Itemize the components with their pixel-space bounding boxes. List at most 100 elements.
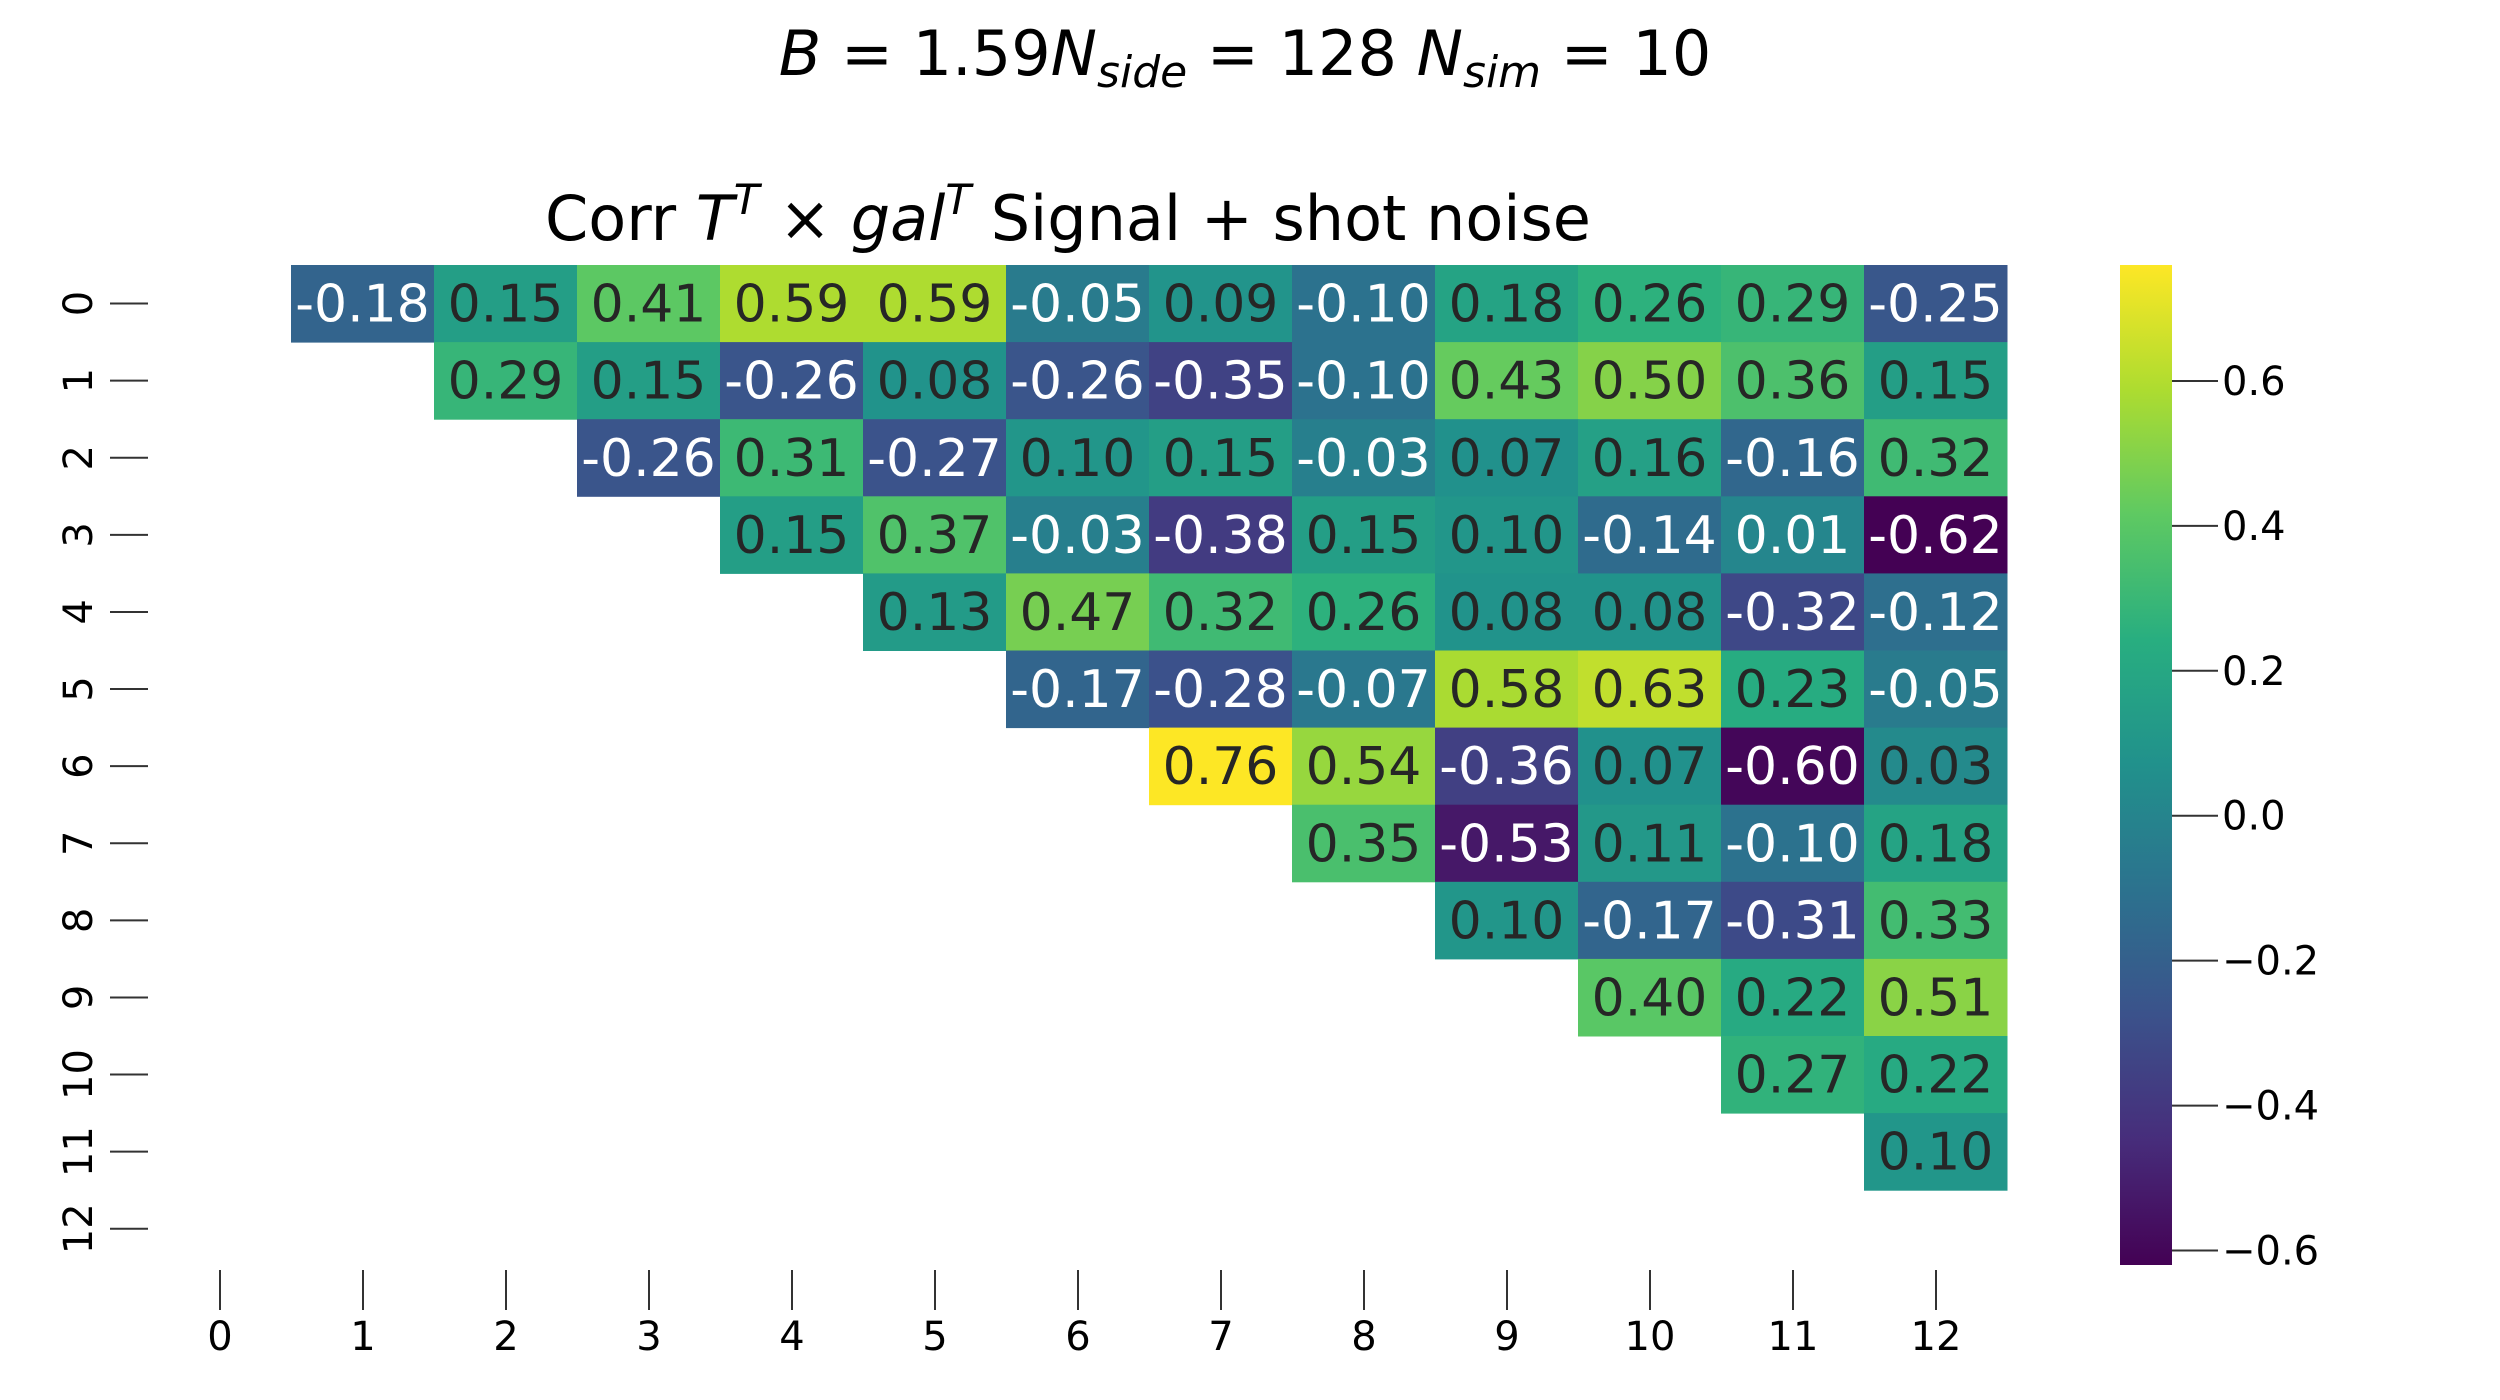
- y-tick-label-8: 8: [56, 908, 102, 933]
- y-tick-label-11: 11: [56, 1126, 102, 1177]
- cell-value-label-4-11: -0.32: [1725, 583, 1860, 643]
- heatmap-cell-4-10: [1578, 573, 1722, 651]
- heatmap-cell-2-12: [1864, 419, 2008, 497]
- heatmap-cell-9-10: [1578, 958, 1722, 1037]
- cell-value-label-1-7: -0.35: [1153, 352, 1288, 412]
- heatmap-cells: -0.18 0.15 0.41 0.59 0.59 -0.05 0.09 -0.10 0.18 0…: [291, 265, 2008, 1191]
- y-tick-label-9: 9: [56, 985, 102, 1010]
- cell-value-label-2-4: 0.31: [734, 429, 850, 489]
- cell-value-label-4-6: 0.47: [1020, 583, 1136, 643]
- x-tick-label-12: 12: [1911, 1314, 1962, 1360]
- heatmap-cell-7-9: [1435, 804, 1579, 883]
- heatmap-cell-2-4: [720, 419, 864, 497]
- heatmap-cell-0-7: [1149, 265, 1293, 343]
- cell-value-label-6-12: 0.03: [1878, 737, 1994, 797]
- heatmap-cell-7-10: [1578, 804, 1722, 883]
- cell-value-label-5-7: -0.28: [1153, 660, 1288, 720]
- colorbar-tick-label-2: 0.2: [2222, 649, 2286, 695]
- heatmap-cell-2-7: [1149, 419, 1293, 497]
- x-tick-label-2: 2: [493, 1314, 518, 1360]
- cell-value-label-3-8: 0.15: [1306, 506, 1422, 566]
- cell-value-label-5-11: 0.23: [1735, 660, 1851, 720]
- heatmap-cell-1-4: [720, 342, 864, 420]
- cell-value-label-0-6: -0.05: [1010, 275, 1145, 335]
- heatmap-cell-2-6: [1006, 419, 1150, 497]
- heatmap-cell-0-12: [1864, 265, 2008, 343]
- heatmap-cell-8-12: [1864, 881, 2008, 960]
- cell-value-label-6-11: -0.60: [1725, 737, 1860, 797]
- x-tick-label-10: 10: [1625, 1314, 1676, 1360]
- cell-value-label-1-11: 0.36: [1735, 352, 1851, 412]
- heatmap-cell-6-9: [1435, 727, 1579, 806]
- cell-value-label-8-12: 0.33: [1878, 891, 1994, 951]
- heatmap-cell-2-10: [1578, 419, 1722, 497]
- x-tick-label-6: 6: [1065, 1314, 1090, 1360]
- cell-value-label-1-6: -0.26: [1010, 352, 1145, 412]
- cell-value-label-7-8: 0.35: [1306, 814, 1422, 874]
- y-tick-label-12: 12: [56, 1203, 102, 1254]
- heatmap-cell-1-10: [1578, 342, 1722, 420]
- heatmap-cell-3-8: [1292, 496, 1436, 574]
- heatmap-cell-0-6: [1006, 265, 1150, 343]
- cell-value-label-3-9: 0.10: [1449, 506, 1565, 566]
- heatmap-cell-8-10: [1578, 881, 1722, 960]
- heatmap-cell-9-11: [1721, 958, 1865, 1037]
- heatmap-cell-0-2: [434, 265, 578, 343]
- cell-value-label-4-9: 0.08: [1449, 583, 1565, 643]
- cell-value-label-3-5: 0.37: [877, 506, 993, 566]
- cell-value-label-2-5: -0.27: [867, 429, 1002, 489]
- heatmap-cell-3-6: [1006, 496, 1150, 574]
- heatmap-cell-0-11: [1721, 265, 1865, 343]
- cell-value-label-0-12: -0.25: [1868, 275, 2003, 335]
- cell-value-label-4-10: 0.08: [1592, 583, 1708, 643]
- heatmap-cell-4-5: [863, 573, 1007, 651]
- cell-value-label-2-7: 0.15: [1163, 429, 1279, 489]
- cell-value-label-6-10: 0.07: [1592, 737, 1708, 797]
- cell-value-label-0-11: 0.29: [1735, 275, 1851, 335]
- cell-value-label-1-2: 0.29: [448, 352, 564, 412]
- colorbar-tick-label-4: −0.2: [2222, 939, 2319, 985]
- heatmap-cell-10-12: [1864, 1036, 2008, 1114]
- heatmap-cell-9-12: [1864, 958, 2008, 1037]
- cell-value-label-1-10: 0.50: [1592, 352, 1708, 412]
- heatmap-cell-2-3: [577, 419, 721, 497]
- heatmap-cell-8-11: [1721, 881, 1865, 960]
- cell-value-label-9-11: 0.22: [1735, 968, 1851, 1028]
- heatmap-cell-0-1: [291, 265, 435, 343]
- heatmap-cell-2-5: [863, 419, 1007, 497]
- heatmap-cell-5-7: [1149, 650, 1293, 729]
- cell-value-label-10-11: 0.27: [1735, 1046, 1851, 1106]
- colorbar: 0.6 0.4 0.2 0.0 −0.2 −0.4 −0.6: [2120, 265, 2319, 1275]
- colorbar-ticks: 0.6 0.4 0.2 0.0 −0.2 −0.4 −0.6: [2172, 359, 2319, 1275]
- cell-value-label-7-11: -0.10: [1725, 814, 1860, 874]
- heatmap-cell-5-12: [1864, 650, 2008, 729]
- cell-value-label-0-2: 0.15: [448, 275, 564, 335]
- x-tick-label-5: 5: [922, 1314, 947, 1360]
- heatmap-cell-5-8: [1292, 650, 1436, 729]
- heatmap-cell-1-9: [1435, 342, 1579, 420]
- cell-value-label-8-11: -0.31: [1725, 891, 1860, 951]
- cell-value-label-7-12: 0.18: [1878, 814, 1994, 874]
- cell-value-label-3-12: -0.62: [1868, 506, 2003, 566]
- colorbar-gradient: [2120, 265, 2172, 1265]
- heatmap-cell-1-5: [863, 342, 1007, 420]
- heatmap-cell-0-3: [577, 265, 721, 343]
- cell-value-label-5-12: -0.05: [1868, 660, 2003, 720]
- colorbar-tick-label-0: 0.6: [2222, 359, 2286, 405]
- cell-value-label-3-6: -0.03: [1010, 506, 1145, 566]
- heatmap-cell-1-11: [1721, 342, 1865, 420]
- heatmap-cell-2-9: [1435, 419, 1579, 497]
- heatmap-cell-0-8: [1292, 265, 1436, 343]
- heatmap-cell-8-9: [1435, 881, 1579, 960]
- cell-value-label-11-12: 0.10: [1878, 1123, 1994, 1183]
- y-tick-label-6: 6: [56, 753, 102, 778]
- x-axis: 0 1 2 3 4 5 6 7 8 9 10 11 12: [207, 1270, 1961, 1360]
- y-tick-label-2: 2: [56, 445, 102, 470]
- heatmap-cell-3-10: [1578, 496, 1722, 574]
- x-tick-label-11: 11: [1768, 1314, 1819, 1360]
- heatmap-cell-4-9: [1435, 573, 1579, 651]
- x-tick-label-0: 0: [207, 1314, 232, 1360]
- heatmap-cell-6-11: [1721, 727, 1865, 806]
- cell-value-label-0-4: 0.59: [734, 275, 850, 335]
